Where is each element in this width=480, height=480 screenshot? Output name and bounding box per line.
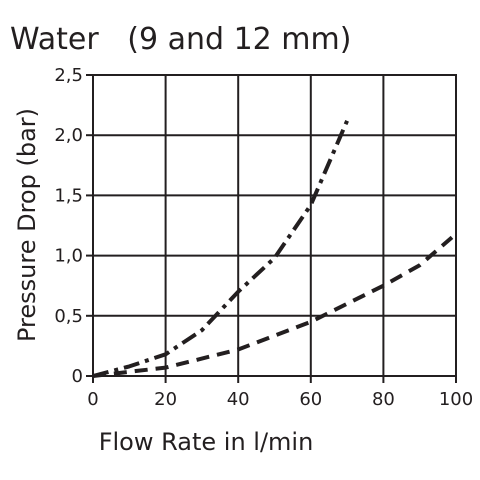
y-tick-label: 0,5 <box>54 306 83 327</box>
chart-title: Water (9 and 12 mm) <box>10 22 351 57</box>
y-tick-label: 1,5 <box>54 185 83 206</box>
plot-frame <box>92 74 457 377</box>
x-tick-label: 0 <box>87 389 98 410</box>
x-tick-label: 100 <box>439 389 473 410</box>
x-tick-label: 60 <box>299 389 322 410</box>
series-line-1 <box>92 120 349 378</box>
y-axis-title: Pressure Drop (bar) <box>13 108 41 342</box>
y-tick-label: 1,0 <box>54 246 83 267</box>
grid <box>93 75 456 376</box>
series-line-2 <box>92 232 458 378</box>
x-tick-label: 40 <box>227 389 250 410</box>
y-tick-label: 2,5 <box>54 65 83 86</box>
y-tick-label: 0 <box>72 366 83 387</box>
x-axis-title: Flow Rate in l/min <box>99 428 314 456</box>
tick-labels: 0 0,5 1,0 1,5 2,0 2,5 0 20 40 60 80 100 <box>54 65 473 410</box>
x-tick-label: 20 <box>154 389 177 410</box>
series-layer <box>92 120 458 378</box>
x-tick-label: 80 <box>372 389 395 410</box>
y-tick-label: 2,0 <box>54 125 83 146</box>
